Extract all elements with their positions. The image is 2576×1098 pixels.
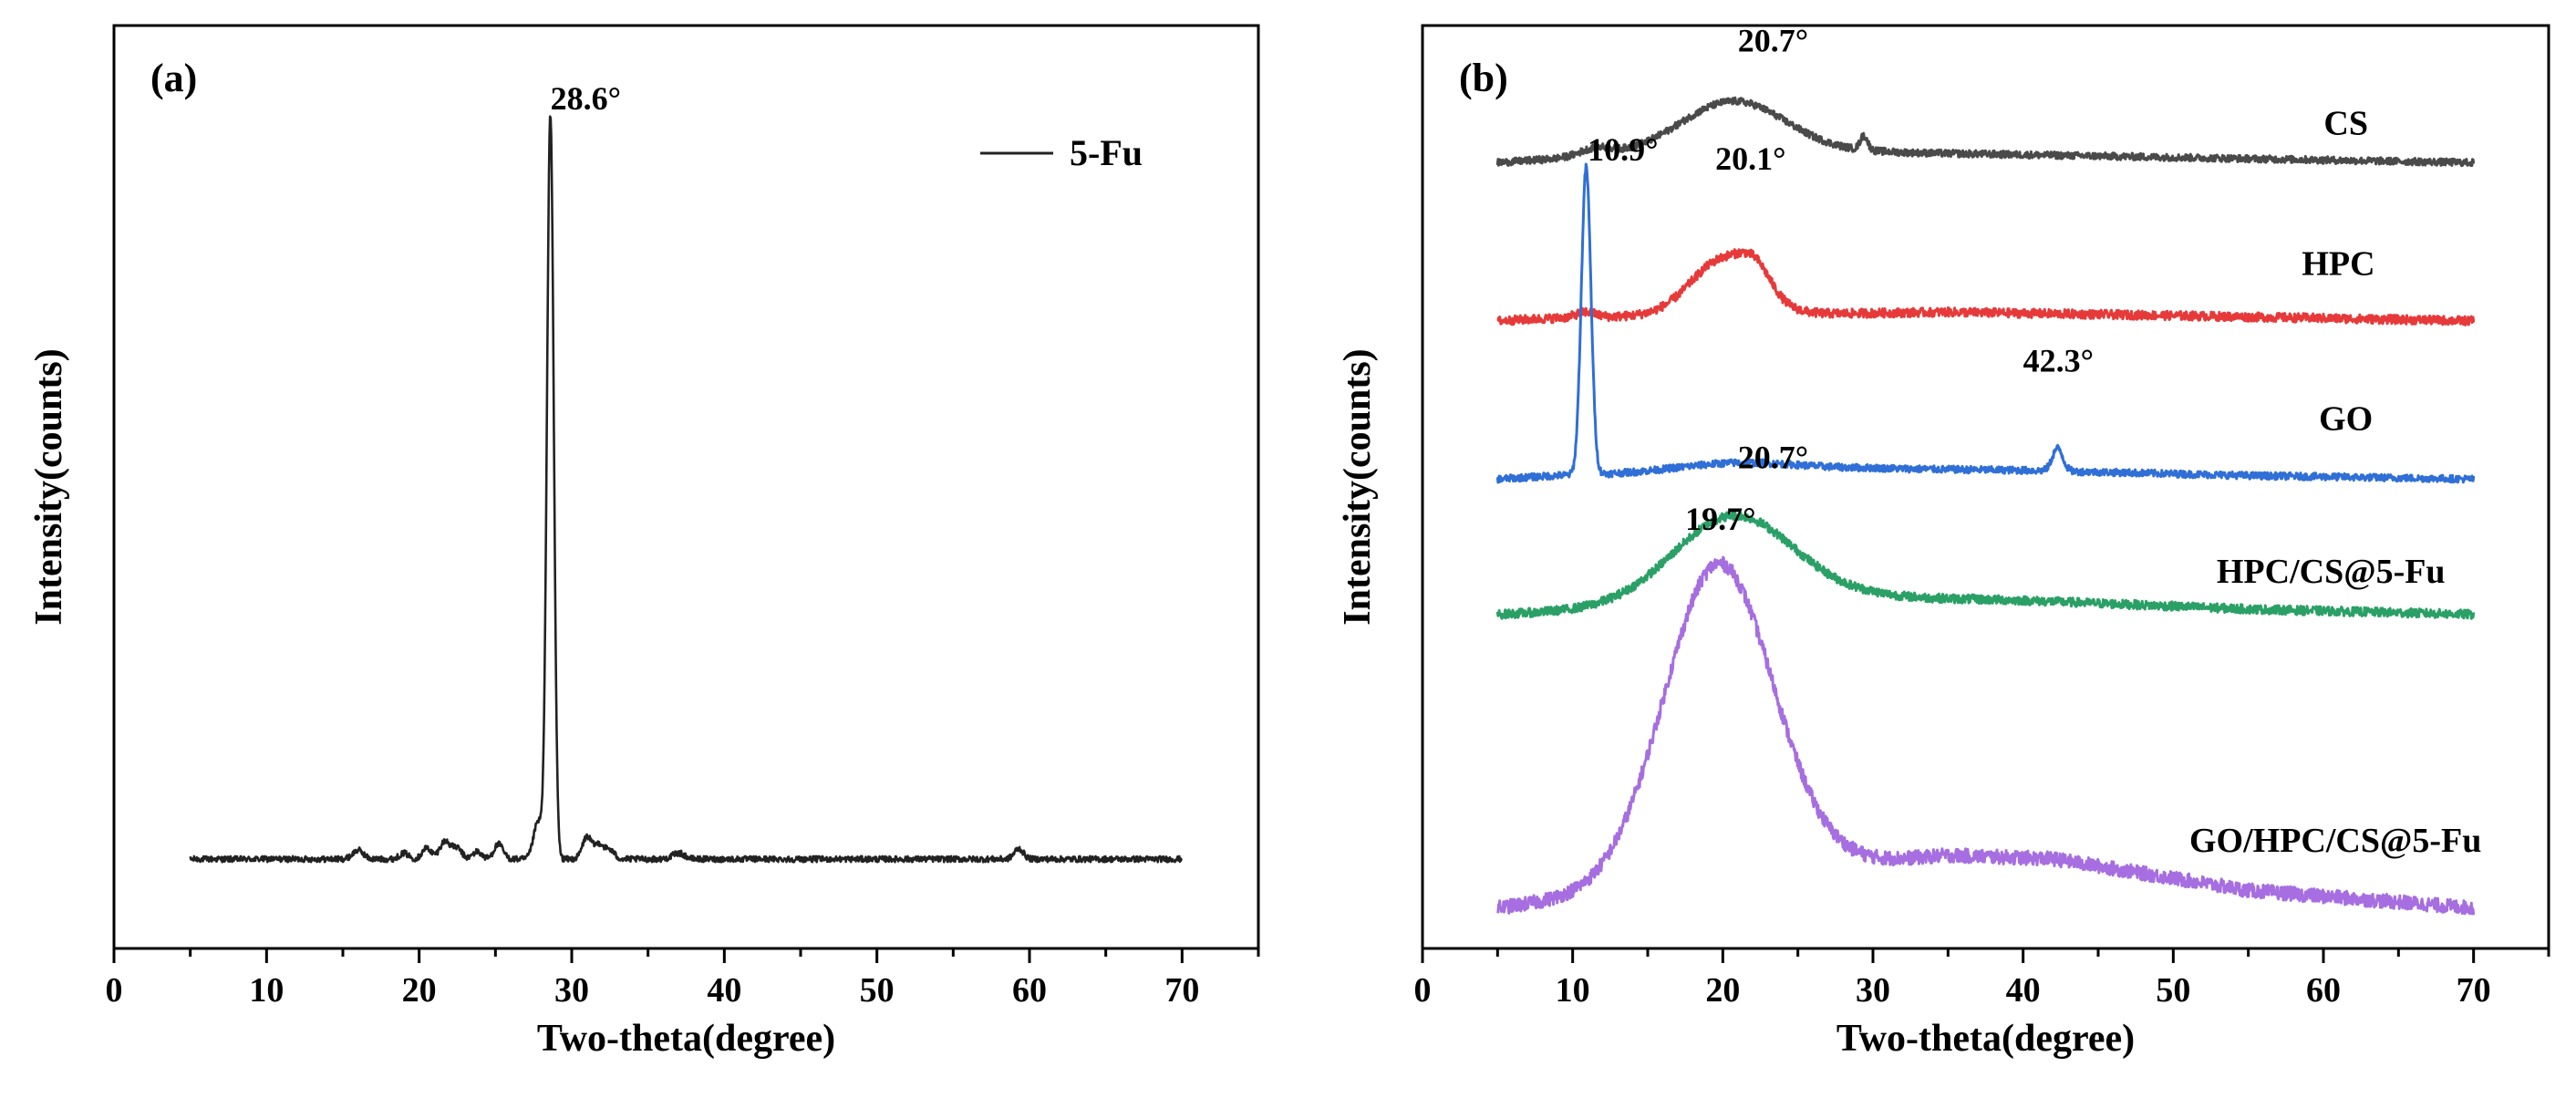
series-label: GO/HPC/CS@5-Fu [2189, 822, 2481, 860]
x-tick-label: 60 [2306, 971, 2341, 1010]
y-axis-title: Intensity(counts) [1337, 348, 1379, 625]
x-tick-label: 20 [402, 971, 437, 1010]
x-tick-label: 40 [707, 971, 741, 1010]
x-tick-label: 10 [249, 971, 284, 1010]
x-tick-label: 70 [2457, 971, 2491, 1010]
peak-annotation: 20.7° [1738, 23, 1808, 59]
series-line-hpc-cs-5-fu [1495, 510, 2476, 620]
series-line-cs [1495, 96, 2476, 168]
series-line-hpc [1496, 248, 2476, 326]
x-tick-label: 40 [2006, 971, 2041, 1010]
x-tick-label: 0 [106, 971, 123, 1010]
peak-annotation: 20.7° [1738, 440, 1808, 476]
peak-annotation: 42.3° [2023, 343, 2094, 379]
series-label: CS [2323, 105, 2368, 143]
x-tick-label: 30 [1856, 971, 1890, 1010]
peak-annotation: 20.1° [1715, 140, 1785, 177]
y-axis-title: Intensity(counts) [28, 348, 70, 625]
x-tick-label: 50 [860, 971, 895, 1010]
series-label: HPC [2302, 245, 2374, 284]
peak-annotation: 19.7° [1685, 501, 1755, 537]
x-tick-label: 60 [1012, 971, 1047, 1010]
series-label: HPC/CS@5-Fu [2217, 553, 2446, 591]
panel-label: (b) [1459, 56, 1508, 100]
x-axis-title: Two-theta(degree) [537, 1018, 835, 1060]
peak-annotation: 10.9° [1588, 131, 1658, 168]
panel-label: (a) [150, 56, 197, 100]
plot-frame [1421, 24, 2550, 950]
series-line-5-fu [189, 115, 1183, 864]
series-line-go [1495, 162, 2476, 484]
series-line-go-hpc-cs-5-fu [1495, 555, 2476, 916]
series-label: GO [2319, 399, 2373, 438]
panel-a-chart: 0 10 20 30 40 50 60 70 Two-theta(degree) Intensit… [28, 24, 1260, 1060]
x-tick-label: 10 [1556, 971, 1590, 1010]
x-tick-label: 50 [2156, 971, 2190, 1010]
x-tick-label: 30 [554, 971, 589, 1010]
panel-b-chart: 0 10 20 30 40 50 60 70 Two-theta(degree) Intensit… [1337, 23, 2550, 1060]
legend-label: 5-Fu [1070, 132, 1143, 173]
x-axis-title: Two-theta(degree) [1836, 1018, 2135, 1060]
x-tick-label: 70 [1164, 971, 1199, 1010]
plot-frame [112, 24, 1260, 950]
peak-annotation: 28.6° [551, 80, 621, 117]
x-tick-label: 0 [1414, 971, 1432, 1010]
x-tick-label: 20 [1705, 971, 1740, 1010]
